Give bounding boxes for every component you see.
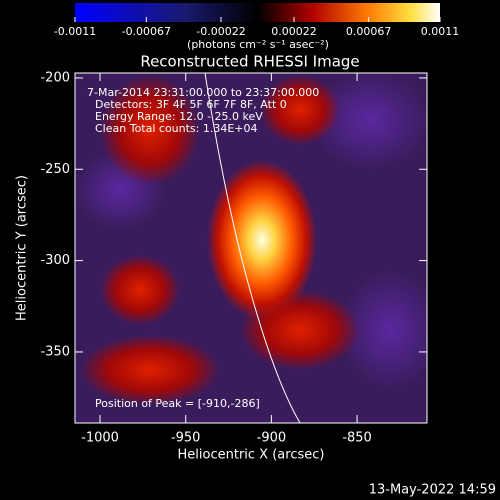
colorbar-tick-label: 0.0011 bbox=[421, 25, 460, 38]
annotation: Energy Range: 12.0 - 25.0 keV bbox=[95, 110, 263, 123]
timestamp: 13-May-2022 14:59 bbox=[369, 483, 496, 498]
y-tick-label: -350 bbox=[40, 344, 70, 359]
y-tick-label: -300 bbox=[40, 253, 70, 268]
y-tick-label: -250 bbox=[40, 162, 70, 177]
peak-label: Position of Peak = [-910,-286] bbox=[95, 397, 260, 410]
colorbar bbox=[75, 3, 440, 22]
image bbox=[75, 73, 427, 423]
chart-title: Reconstructed RHESSI Image bbox=[140, 53, 359, 71]
colorbar-tick-label: -0.00022 bbox=[196, 25, 245, 38]
colorbar-label: (photons cm⁻² s⁻¹ asec⁻²) bbox=[187, 38, 329, 51]
x-tick-label: -900 bbox=[257, 431, 287, 446]
x-tick-label: -950 bbox=[171, 431, 201, 446]
x-tick-label: -850 bbox=[342, 431, 372, 446]
colorbar-tick-label: 0.00067 bbox=[346, 25, 392, 38]
annotation: Detectors: 3F 4F 5F 6F 7F 8F, Att 0 bbox=[95, 98, 287, 111]
y-tick-label: -200 bbox=[40, 70, 70, 85]
x-tick-label: -1000 bbox=[81, 431, 119, 446]
x-axis-label: Heliocentric X (arcsec) bbox=[178, 448, 325, 463]
colorbar-tick-label: 0.00022 bbox=[271, 25, 317, 38]
annotation: Clean Total counts: 1.34E+04 bbox=[95, 122, 258, 135]
plot-frame bbox=[74, 72, 428, 424]
annotation: 7-Mar-2014 23:31:00.000 to 23:37:00.000 bbox=[87, 86, 319, 99]
colorbar-tick-label: -0.0011 bbox=[54, 25, 96, 38]
y-axis-label: Heliocentric Y (arcsec) bbox=[15, 175, 30, 321]
colorbar-tick-label: -0.00067 bbox=[122, 25, 171, 38]
